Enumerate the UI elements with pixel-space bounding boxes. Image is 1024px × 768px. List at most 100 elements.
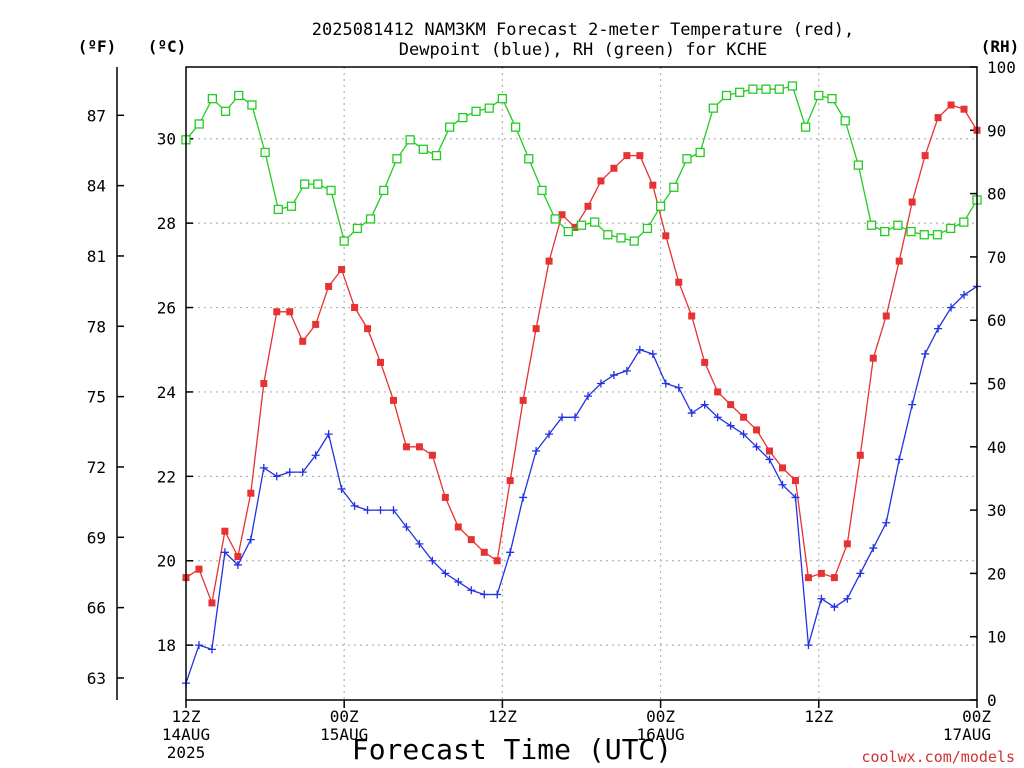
x-tick-label: 17AUG — [943, 725, 991, 744]
temperature-point — [338, 266, 346, 274]
dewpoint-point — [817, 594, 826, 603]
dewpoint-point — [856, 569, 865, 578]
temperature-point — [545, 257, 553, 265]
dewpoint-point — [583, 392, 592, 401]
rh-point — [445, 122, 455, 132]
dewpoint-point — [324, 430, 333, 439]
temperature-point — [843, 540, 851, 548]
dewpoint-point — [752, 442, 761, 451]
rh-point — [669, 182, 679, 192]
rh-tick-label: 100 — [987, 58, 1016, 77]
rh-point — [893, 220, 903, 230]
credit-label: coolwx.com/models — [861, 748, 1015, 766]
rh-point — [708, 103, 718, 113]
rh-point — [827, 94, 837, 104]
temperature-point — [402, 443, 410, 451]
rh-point — [800, 122, 811, 132]
x-tick-label: 15AUG — [320, 725, 368, 744]
dewpoint-point — [467, 586, 476, 595]
x-tick-label: 12Z — [172, 707, 201, 726]
dewpoint-point — [194, 641, 203, 650]
temperature-point — [921, 152, 929, 160]
rh-point — [234, 90, 244, 101]
temperature-point — [856, 451, 864, 459]
rh-tick-label: 40 — [987, 438, 1006, 457]
rh-point — [655, 201, 666, 211]
dewpoint-point — [804, 641, 813, 650]
temperature-point — [662, 232, 670, 240]
dewpoint-point — [791, 493, 800, 502]
temperature-point — [325, 282, 333, 290]
dewpoint-point — [830, 603, 839, 612]
x-tick-label: 00Z — [646, 707, 675, 726]
temperature-point — [519, 396, 527, 404]
temperature-point — [947, 101, 955, 109]
x-tick-label: 14AUG — [162, 725, 210, 744]
temperature-point — [701, 358, 709, 366]
temperature-point — [584, 202, 592, 210]
dewpoint-point — [908, 400, 917, 409]
rh-tick-label: 90 — [987, 121, 1006, 140]
dewpoint-point — [220, 548, 229, 557]
temperature-point — [895, 257, 903, 265]
temperature-point — [195, 565, 203, 573]
dewpoint-point — [765, 455, 774, 464]
temperature-point — [649, 181, 657, 189]
dewpoint-point — [635, 345, 644, 354]
dewpoint-point — [519, 493, 528, 502]
rh-point — [576, 220, 587, 230]
x-tick-label: 00Z — [962, 707, 991, 726]
temperature-point — [558, 211, 566, 219]
dewpoint-point — [272, 472, 281, 481]
dewpoint-point — [545, 430, 554, 439]
fahrenheit-tick-label: 75 — [87, 388, 106, 407]
rh-point — [286, 201, 297, 211]
rh-tick-label: 0 — [987, 691, 997, 710]
temperature-point — [428, 451, 436, 459]
dewpoint-point — [350, 501, 359, 510]
rh-point — [550, 214, 560, 224]
rh-point — [497, 94, 508, 104]
rh-point — [339, 236, 349, 246]
rh-point — [945, 223, 956, 234]
rh-tick-label: 60 — [987, 311, 1006, 330]
temperature-point — [351, 304, 359, 312]
dewpoint-point — [246, 535, 255, 544]
dewpoint-point — [493, 590, 502, 599]
temperature-point — [364, 325, 372, 333]
celsius-tick-label: 22 — [157, 467, 176, 486]
dewpoint-point — [311, 451, 320, 460]
rh-point — [932, 230, 943, 240]
fahrenheit-tick-label: 69 — [87, 528, 106, 547]
rh-point — [682, 154, 692, 164]
celsius-tick-label: 30 — [157, 130, 176, 149]
rh-tick-label: 10 — [987, 628, 1006, 647]
rh-point — [299, 179, 310, 189]
temperature-point — [389, 396, 397, 404]
dewpoint-point — [674, 383, 683, 392]
temperature-point — [454, 523, 462, 531]
tick-labels: 63 66 69 72 75 78 81 84 87 18 20 22 24 26 28 30 0 10 20 30 4… — [87, 58, 1016, 762]
temperature-point — [740, 413, 748, 421]
fahrenheit-tick-label: 81 — [87, 247, 106, 266]
temperature-point — [623, 152, 631, 160]
dewpoint-point — [285, 468, 294, 477]
temperature-point — [727, 401, 735, 409]
temperature-point — [234, 553, 242, 561]
dewpoint-point — [843, 594, 852, 603]
temperature-point — [675, 278, 683, 286]
dewpoint-point — [571, 413, 580, 422]
rh-point — [642, 223, 653, 234]
dewpoint-point — [882, 518, 891, 527]
celsius-tick-label: 26 — [157, 299, 176, 318]
temperature-point — [960, 105, 968, 113]
rh-point — [695, 147, 705, 158]
celsius-tick-label: 18 — [157, 636, 176, 655]
dewpoint-series-line — [185, 285, 978, 684]
rh-point — [326, 185, 336, 196]
rh-point — [906, 226, 916, 237]
temperature-point — [830, 574, 838, 582]
rh-point — [603, 230, 613, 240]
rh-point — [510, 122, 521, 132]
